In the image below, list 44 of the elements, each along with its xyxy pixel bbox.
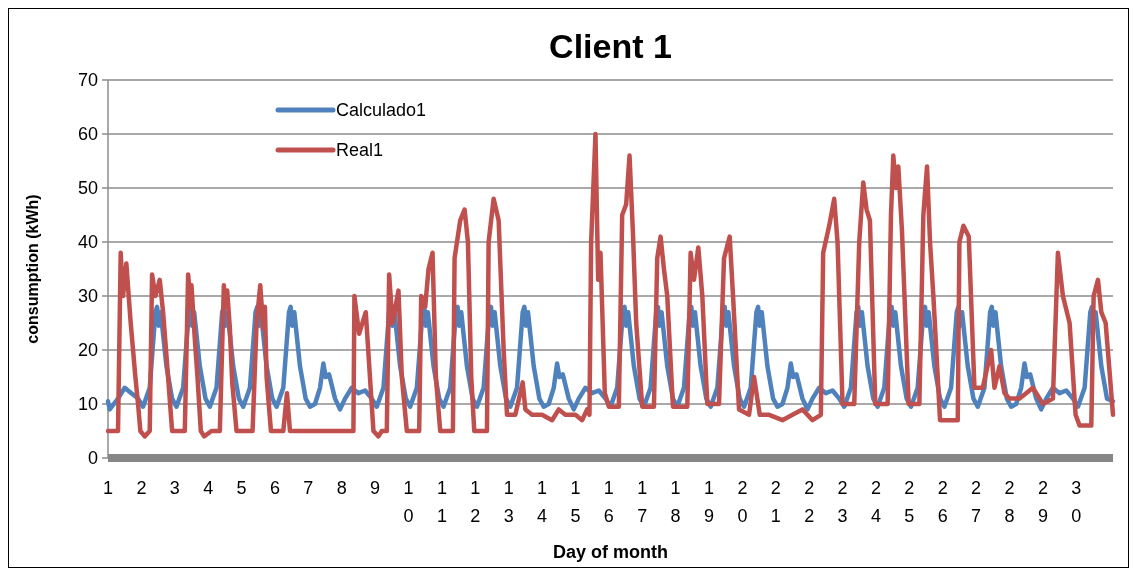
x-tick-label: 1	[102, 478, 114, 498]
x-tick-label: 8	[336, 478, 347, 498]
x-tick-label: 2	[136, 478, 147, 498]
x-tick-label: 1 4	[537, 478, 548, 526]
x-tick-label: 2 7	[971, 478, 982, 526]
x-tick-label: 1 1	[436, 478, 447, 526]
y-tick-label: 10	[77, 394, 98, 415]
x-tick-label: 7	[303, 478, 314, 498]
x-tick-label: 1 6	[603, 478, 614, 526]
y-tick-label: 20	[77, 340, 98, 361]
x-tick-label: 2 9	[1037, 478, 1048, 526]
x-tick-label: 3 0	[1071, 478, 1082, 526]
legend-label: Real1	[336, 140, 384, 161]
x-tick-label: 1 5	[570, 478, 581, 526]
x-tick-label: 5	[236, 478, 247, 498]
y-tick-label: 0	[87, 448, 98, 469]
x-tick-label: 2 4	[870, 478, 881, 526]
x-tick-label: 2 8	[1004, 478, 1015, 526]
y-tick-label: 70	[77, 70, 98, 91]
y-tick-label: 50	[77, 178, 98, 199]
x-tick-label: 2 5	[904, 478, 915, 526]
x-tick-label: 6	[269, 478, 280, 498]
x-tick-label: 2 2	[804, 478, 815, 526]
y-tick-label: 40	[77, 232, 98, 253]
x-tick-label: 2 3	[837, 478, 848, 526]
y-tick-label: 60	[77, 124, 98, 145]
line-series	[105, 131, 1116, 439]
y-axis-title: consumption (kWh)	[24, 194, 41, 344]
legend-label: Calculado1	[336, 100, 427, 121]
x-axis-title: Day of month	[553, 542, 668, 562]
x-tick-label: 2 1	[770, 478, 781, 526]
x-tick-label: 1 3	[503, 478, 514, 526]
x-tick-label: 1 2	[470, 478, 481, 526]
x-tick-label: 1 9	[703, 478, 714, 526]
chart-title: Client 1	[549, 27, 672, 65]
x-tick-label: 1 7	[637, 478, 648, 526]
x-tick-label: 2 6	[937, 478, 948, 526]
x-tick-label: 3	[169, 478, 180, 498]
y-tick-label: 30	[77, 286, 98, 307]
x-tick-label: 4	[203, 478, 214, 498]
x-tick-label: 1 8	[670, 478, 681, 526]
x-tick-label: 2 0	[737, 478, 748, 526]
x-tick-label: 1 0	[403, 478, 414, 526]
x-tick-label: 9	[370, 478, 381, 498]
